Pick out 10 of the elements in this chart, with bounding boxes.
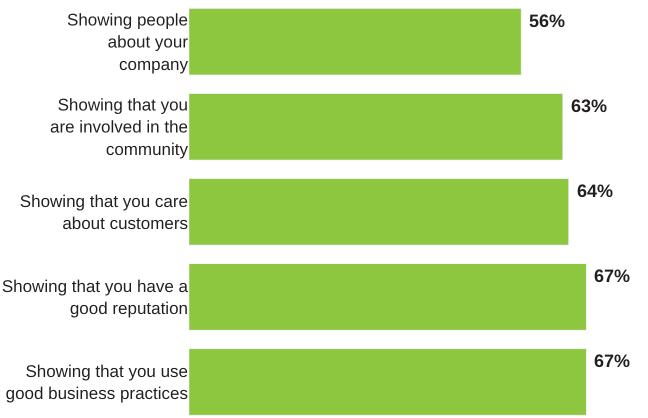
data-label: 56% xyxy=(529,11,566,31)
data-label: 64% xyxy=(577,181,614,201)
data-label: 63% xyxy=(571,96,608,116)
y-tick-label: Showing people about your company xyxy=(67,10,188,74)
y-tick-label: Showing that you care about customers xyxy=(20,192,188,233)
y-tick-label: Showing that you have a good reputation xyxy=(2,276,189,318)
data-label: 67% xyxy=(594,351,630,371)
y-tick-label: Showing that you use good business practices xyxy=(6,362,188,403)
y-tick-label: Showing that you are involved in the community xyxy=(50,96,188,159)
data-label: 67% xyxy=(594,266,630,286)
